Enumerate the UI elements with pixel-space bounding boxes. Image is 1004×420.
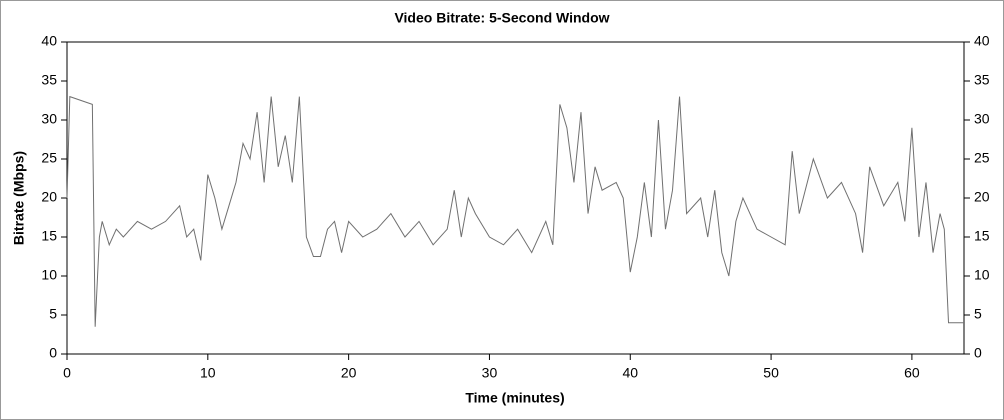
y2-tick-label: 25 — [974, 150, 990, 166]
y-tick-label: 0 — [49, 345, 57, 361]
y-tick-label: 40 — [41, 33, 57, 49]
x-tick-label: 40 — [622, 365, 638, 381]
y2-tick-label: 40 — [974, 33, 990, 49]
x-tick-label: 60 — [904, 365, 920, 381]
y2-tick-label: 5 — [974, 306, 982, 322]
x-tick-label: 0 — [63, 365, 71, 381]
x-tick-label: 10 — [200, 365, 216, 381]
y2-tick-label: 0 — [974, 345, 982, 361]
y2-tick-label: 20 — [974, 189, 990, 205]
x-tick-label: 30 — [482, 365, 498, 381]
y-tick-label: 10 — [41, 267, 57, 283]
y2-tick-label: 30 — [974, 111, 990, 127]
x-tick-label: 50 — [763, 365, 779, 381]
y2-tick-label: 35 — [974, 72, 990, 88]
y2-tick-label: 15 — [974, 228, 990, 244]
bitrate-line — [66, 95, 964, 327]
y-tick-label: 5 — [49, 306, 57, 322]
x-axis-label: Time (minutes) — [465, 390, 564, 406]
y-tick-label: 20 — [41, 189, 57, 205]
y2-tick-label: 10 — [974, 267, 990, 283]
chart-title: Video Bitrate: 5-Second Window — [394, 10, 609, 26]
y-axis-label: Bitrate (Mbps) — [11, 151, 27, 245]
x-tick-label: 20 — [341, 365, 357, 381]
y-tick-label: 25 — [41, 150, 57, 166]
y-tick-label: 30 — [41, 111, 57, 127]
y-tick-label: 35 — [41, 72, 57, 88]
y-tick-label: 15 — [41, 228, 57, 244]
